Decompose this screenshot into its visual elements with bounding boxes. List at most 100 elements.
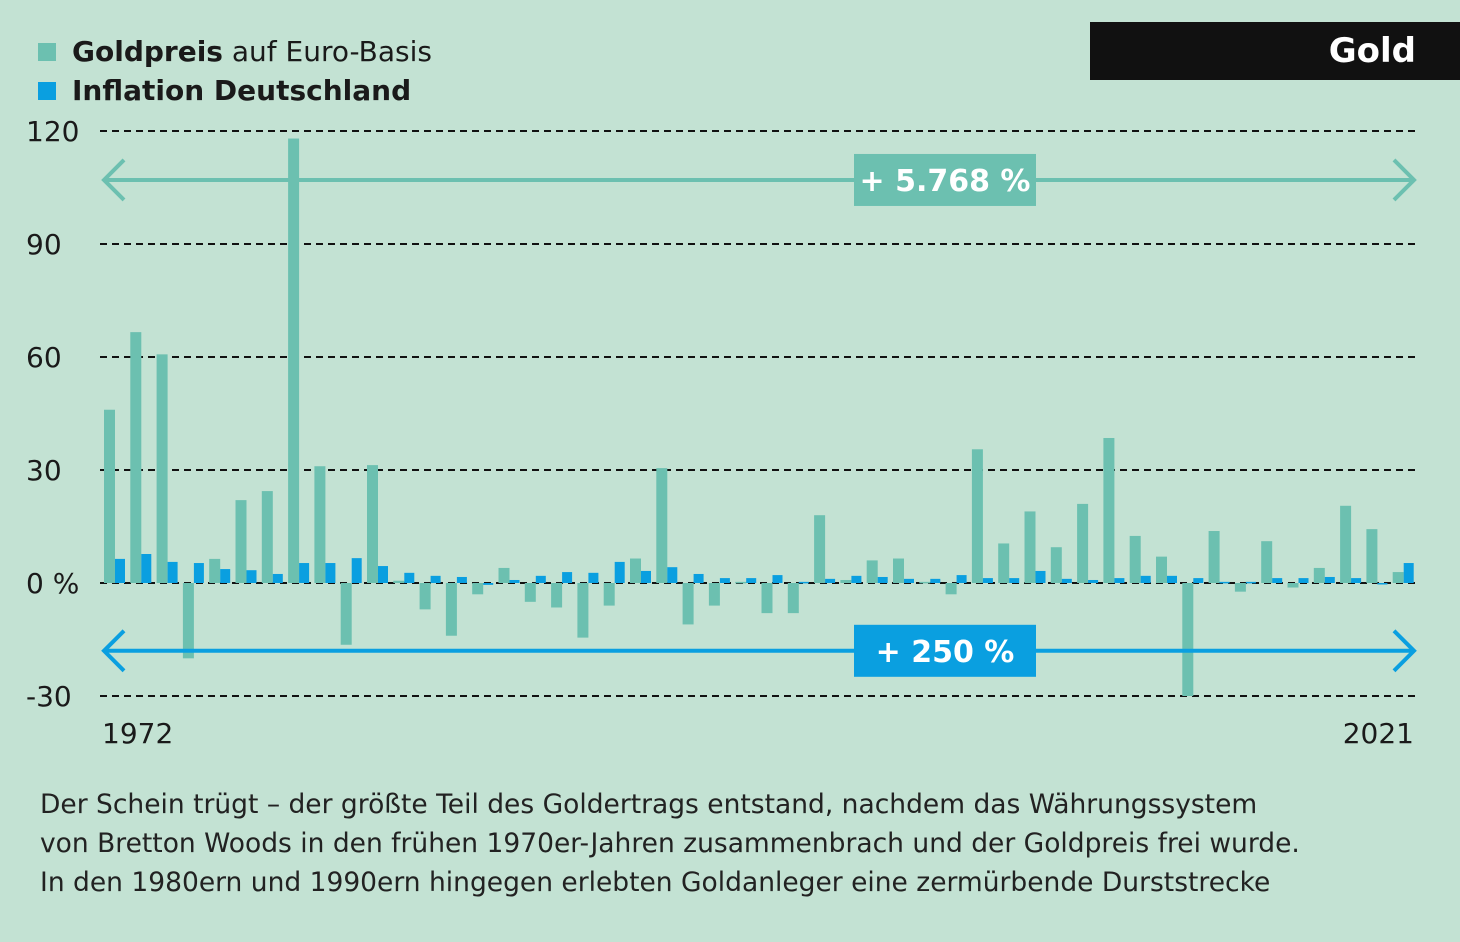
gold-bar (130, 332, 142, 583)
gold-bar (340, 583, 352, 645)
gold-bar (814, 515, 826, 583)
gold-bar (682, 583, 694, 625)
gold-bar (761, 583, 773, 614)
inflation-bar (1377, 583, 1388, 585)
inflation-bar (798, 581, 809, 584)
inflation-bar (193, 563, 204, 583)
inflation-bar (851, 575, 862, 583)
inflation-bar (877, 576, 888, 583)
inflation-bar (325, 563, 336, 583)
inflation-bar (115, 558, 125, 583)
inflation-bar (772, 575, 783, 583)
legend-swatch-gold (38, 43, 56, 61)
gold-bar (893, 558, 904, 583)
caption-line: Der Schein trügt – der größte Teil des G… (40, 789, 1258, 820)
gold-bar (1392, 572, 1404, 583)
gold-bar (235, 500, 247, 583)
gold-bar (156, 354, 168, 583)
inflation-bar (956, 575, 967, 583)
inflation-bar (1088, 579, 1099, 583)
gold-bar (367, 465, 378, 583)
legend-label-gold: Goldpreis (72, 35, 223, 68)
gold-bar (919, 581, 931, 584)
y-tick-label: -30 (26, 680, 72, 713)
inflation-bar (641, 570, 651, 583)
inflation-bar (456, 576, 467, 583)
inflation-bar (1245, 581, 1256, 584)
gold-bar (472, 583, 484, 595)
gold-bar (1366, 529, 1378, 583)
inflation-bar (378, 566, 388, 583)
gold-bar (945, 583, 957, 595)
gold-bar (603, 583, 615, 606)
arrow-left-icon (101, 158, 126, 202)
inflation-bar (1298, 578, 1309, 583)
inflation-bar (483, 583, 494, 585)
inflation-bar (1167, 575, 1177, 583)
gold-bar (1024, 511, 1036, 583)
inflation-bar (825, 578, 836, 583)
inflation-bar (535, 575, 546, 583)
inflation-bar (167, 561, 178, 583)
legend-item-inflation: Inflation Deutschland (38, 74, 411, 108)
y-tick-label: 90 (26, 228, 62, 261)
inflation-bar (299, 563, 310, 583)
legend-swatch-inflation (38, 82, 56, 100)
inflation-bar (588, 572, 599, 583)
inflation-bar (1272, 578, 1283, 583)
annotation-label: + 250 % (876, 635, 1015, 670)
legend-label-gold-rest: auf Euro-Basis (222, 35, 432, 68)
inflation-bar (746, 578, 757, 583)
gold-bar (1050, 547, 1062, 583)
gold-bar (1156, 556, 1167, 583)
gold-bar (288, 138, 300, 584)
y-tick-label: 0 % (26, 567, 79, 600)
inflation-bar (1061, 578, 1072, 583)
inflation-bar (982, 578, 993, 583)
inflation-bar (1403, 563, 1414, 583)
gold-bar (524, 583, 536, 602)
inflation-bar (1324, 576, 1335, 583)
inflation-bar (719, 578, 730, 583)
x-tick-label: 2021 (1343, 717, 1414, 750)
y-tick-label: 120 (26, 115, 79, 148)
inflation-bar (667, 567, 678, 583)
gold-bar (656, 468, 668, 583)
inflation-bar (351, 558, 362, 583)
inflation-bar (220, 569, 231, 583)
gold-bar (577, 583, 589, 638)
y-tick-label: 60 (26, 341, 62, 374)
caption-line: von Bretton Woods in den frühen 1970er-J… (40, 828, 1300, 859)
annotation-box (854, 153, 1036, 206)
gold-bar (419, 583, 431, 610)
gold-bar (735, 581, 747, 584)
gold-bar (314, 466, 326, 583)
inflation-bar (1035, 570, 1046, 583)
gold-bar (1287, 583, 1299, 588)
y-tick-label: 30 (26, 454, 62, 487)
inflation-bar (1219, 581, 1230, 584)
inflation-bar (430, 575, 441, 583)
gold-bar (1182, 583, 1194, 696)
inflation-bar (1114, 578, 1125, 583)
gold-bar (787, 583, 799, 614)
x-tick-label: 1972 (102, 717, 173, 750)
inflation-bar (904, 578, 914, 583)
gold-bar (1340, 505, 1352, 583)
annotation-label: + 5.768 % (860, 164, 1031, 199)
inflation-bar (1009, 578, 1020, 583)
gold-bar (1313, 567, 1325, 583)
inflation-bar (404, 572, 415, 583)
inflation-bar (614, 561, 625, 583)
legend-item-gold: Goldpreis auf Euro-Basis (38, 35, 432, 69)
caption: Der Schein trügt – der größte Teil des G… (40, 785, 1300, 902)
gold-bar (630, 558, 641, 583)
inflation-bar (246, 570, 257, 583)
inflation-bar (1193, 578, 1204, 583)
inflation-bar (562, 572, 573, 583)
gold-bar (1208, 531, 1220, 583)
caption-line: In den 1980ern und 1990ern hingegen erle… (40, 867, 1271, 898)
arrow-right-icon (1392, 158, 1417, 202)
inflation-bar (141, 553, 152, 583)
